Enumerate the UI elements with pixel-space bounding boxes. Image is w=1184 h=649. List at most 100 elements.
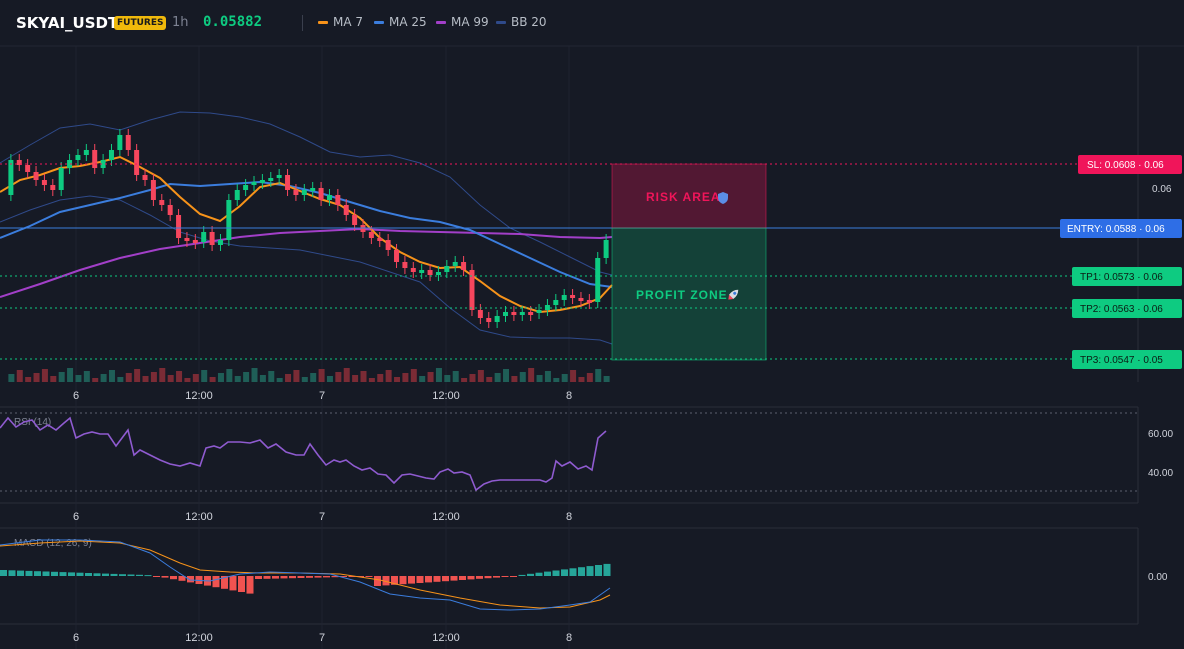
macd-hist-bar	[391, 576, 398, 585]
candle-body	[285, 175, 291, 190]
macd-hist-bar	[59, 572, 67, 576]
candlesticks[interactable]	[8, 129, 609, 328]
candle-body	[377, 238, 383, 241]
macd-hist-bar	[170, 576, 177, 580]
volume-bar	[410, 369, 417, 382]
macd-histogram	[0, 563, 611, 594]
symbol-title[interactable]: SKYAI_USDT	[16, 14, 119, 32]
tp1-price-tag	[1072, 267, 1182, 286]
candle-body	[352, 215, 358, 225]
ma7-swatch	[318, 20, 328, 24]
legend-ma25[interactable]: MA 25	[374, 15, 427, 29]
candle-body	[201, 232, 207, 242]
candle-body	[544, 305, 550, 310]
volume-bar	[75, 375, 82, 382]
macd-hist-bar	[255, 576, 262, 579]
sl-price-tag	[1078, 155, 1182, 174]
candle-body	[603, 240, 609, 258]
candle-body	[452, 262, 458, 266]
volume-bar	[16, 370, 23, 382]
candle-body	[268, 178, 274, 181]
price-axis-tick: 0.06	[1152, 184, 1172, 195]
legend-ma99[interactable]: MA 99	[436, 15, 489, 29]
candle-body	[134, 150, 140, 175]
volume-bar	[536, 375, 543, 382]
candle-body	[402, 262, 408, 268]
volume-bar	[352, 375, 359, 382]
candle-body	[469, 270, 475, 310]
volume-bar	[402, 373, 409, 382]
entry-price-tag	[1060, 219, 1182, 238]
macd-hist-bar	[323, 576, 330, 578]
legend-ma7[interactable]: MA 7	[318, 15, 363, 29]
macd-hist-bar	[433, 576, 441, 582]
macd-hist-bar	[119, 574, 126, 576]
candle-body	[8, 160, 14, 195]
time-label-7: 7	[319, 390, 325, 402]
macd-hist-bar	[493, 576, 500, 578]
volume-bar	[150, 372, 157, 382]
macd-hist-bar	[246, 576, 254, 594]
macd-hist-bar	[425, 576, 432, 583]
candle-body	[419, 270, 425, 273]
rsi-line	[0, 416, 607, 492]
macd-hist-bar	[68, 572, 75, 576]
macd-hist-bar	[510, 576, 517, 577]
volume-bar	[184, 378, 191, 382]
volume-bar	[377, 374, 384, 382]
volume-bar	[100, 374, 107, 382]
macd-hist-bar	[374, 576, 381, 586]
macd-hist-bar	[476, 576, 483, 579]
candle-body	[553, 300, 559, 305]
candle-body	[16, 160, 22, 165]
volume-bar	[217, 373, 224, 382]
ma99-swatch	[436, 20, 446, 24]
candle-body	[326, 195, 332, 200]
macd-title: MACD (12, 26, 9)	[14, 538, 92, 549]
macd-hist-bar	[272, 576, 279, 579]
candle-body	[293, 190, 299, 195]
shield-icon	[718, 192, 728, 204]
macd-hist-bar	[238, 576, 245, 592]
timeframe-selector[interactable]: 1h	[172, 15, 189, 30]
volume-bar	[125, 373, 132, 382]
rocket-icon	[728, 289, 739, 300]
time-label-8: 8	[566, 390, 572, 402]
rsi-pane[interactable]: RSI (14) 60.00 40.00	[0, 412, 1173, 492]
volume-bar	[335, 372, 342, 382]
macd-hist-bar	[595, 565, 602, 576]
profit-zone[interactable]	[611, 227, 767, 361]
rsi-title: RSI (14)	[14, 417, 51, 428]
candle-body	[519, 312, 525, 315]
volume-bar	[511, 376, 518, 382]
candle-body	[486, 318, 492, 322]
macd-time-label-7: 7	[319, 632, 325, 644]
volume-bar	[570, 370, 577, 382]
macd-hist-bar	[221, 576, 228, 589]
macd-hist-bar	[17, 570, 24, 576]
legend-bb20[interactable]: BB 20	[496, 15, 547, 29]
risk-area-zone[interactable]	[611, 163, 767, 229]
bb20-swatch	[496, 20, 506, 24]
macd-hist-bar	[467, 576, 475, 580]
macd-time-label-1200a: 12:00	[185, 632, 213, 644]
macd-hist-bar	[442, 576, 449, 582]
macd-hist-bar	[136, 574, 143, 576]
last-price: 0.05882	[203, 14, 263, 30]
macd-pane[interactable]: MACD (12, 26, 9) 0.00	[0, 538, 1168, 611]
macd-hist-bar	[357, 576, 364, 577]
volume-bar	[25, 377, 32, 382]
legend-ma25-label: MA 25	[389, 15, 427, 29]
macd-hist-bar	[314, 576, 322, 578]
macd-line	[0, 539, 611, 611]
candle-body	[477, 310, 483, 318]
time-label-1200a: 12:00	[185, 390, 213, 402]
candle-body	[335, 195, 341, 205]
candle-body	[595, 258, 601, 302]
macd-hist-bar	[212, 576, 220, 588]
volume-bar	[293, 370, 300, 382]
macd-hist-bar	[348, 576, 356, 577]
candle-body	[67, 160, 73, 168]
volume-bar	[243, 372, 250, 382]
